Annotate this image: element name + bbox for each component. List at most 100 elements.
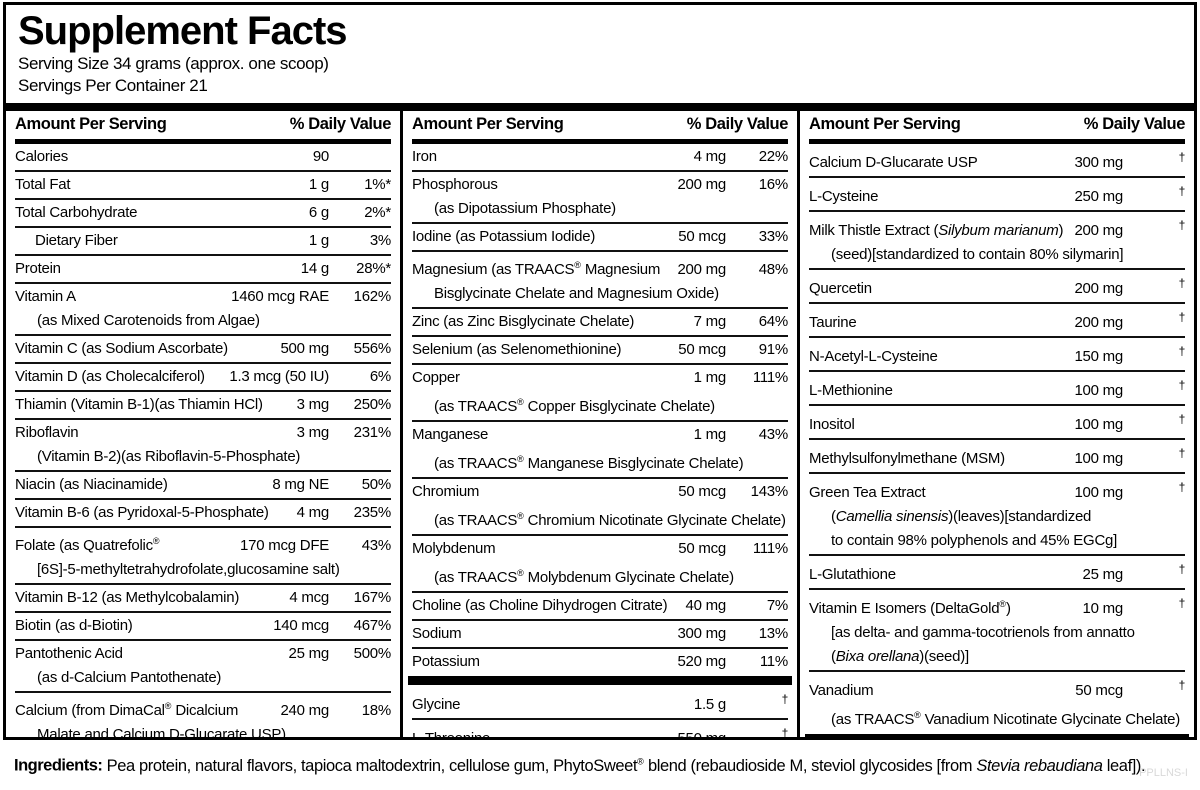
nutrient-name: Glycine xyxy=(412,696,461,713)
nutrient-row: Manganese 1 mg 43% xyxy=(412,423,788,447)
nutrient-amount: 6 g xyxy=(308,204,329,221)
facts-panel: Supplement Facts Serving Size 34 grams (… xyxy=(3,2,1197,740)
table-row: L-Threonine550 mg † xyxy=(412,718,788,737)
nutrient-daily-value: † xyxy=(1139,441,1186,471)
nutrient-row: Total Carbohydrate 6 g 2%* xyxy=(15,201,391,225)
nutrient-row: L-Cysteine 250 mg † xyxy=(809,179,1185,209)
table-row: Vitamin D (as Cholecalciferol) 1.3 mcg (5… xyxy=(15,362,391,390)
nutrient-amount: 100 mg xyxy=(1074,484,1123,501)
table-row: Magnesium (as TRAACS® Magnesium 200 mg 48%… xyxy=(412,250,788,307)
nutrient-daily-value: 43% xyxy=(758,426,789,443)
nutrient-amount: 90 xyxy=(312,148,329,165)
nutrient-amount: 25 mg xyxy=(288,645,330,662)
nutrient-row: Calcium D-Glucarate USP 300 mg † xyxy=(809,145,1185,175)
serving-size-text: Serving Size 34 grams (approx. one scoop… xyxy=(18,54,329,73)
dagger-mark: † xyxy=(1178,412,1186,426)
nutrient-name: L-Glutathione xyxy=(809,566,896,583)
daily-value-header: % Daily Value xyxy=(289,115,392,133)
nutrient-name: Green Tea Extract xyxy=(809,484,926,501)
nutrient-name: Vanadium xyxy=(809,682,874,699)
registered-mark: ® xyxy=(517,397,524,407)
nutrient-subline: (Vitamin B-2)(as Riboflavin-5-Phosphate) xyxy=(37,448,301,465)
nutrient-amount: 240 mg xyxy=(280,702,329,719)
nutrient-row: Milk Thistle Extract (Silybum marianum) 2… xyxy=(809,213,1185,243)
nutrient-daily-value: 64% xyxy=(758,313,789,330)
nutrient-row: Protein 14 g 28%* xyxy=(15,257,391,281)
nutrient-row: Iodine (as Potassium Iodide) 50 mcg 33% xyxy=(412,225,788,249)
nutrient-amount: 40 mg xyxy=(685,597,727,614)
table-row: Calories 90 xyxy=(15,144,391,170)
nutrient-name: L-Methionine xyxy=(809,382,893,399)
nutrient-row: Phosphorous 200 mg 16% xyxy=(412,173,788,197)
nutrient-name: Selenium (as Selenomethionine) xyxy=(412,341,622,358)
nutrient-amount: 550 mg xyxy=(490,727,742,737)
nutrient-amount: 14 g xyxy=(300,260,329,277)
table-row: Vanadium 50 mcg † (as TRAACS® Vanadium Nico… xyxy=(809,670,1185,733)
nutrient-daily-value: † xyxy=(1139,475,1186,505)
nutrient-name: Manganese xyxy=(412,426,489,443)
dagger-mark: † xyxy=(1178,344,1186,358)
dagger-mark: † xyxy=(781,692,789,706)
nutrient-row: Vanadium 50 mcg † xyxy=(809,673,1185,703)
table-row: Glycine 1.5 g † xyxy=(412,686,788,718)
nutrient-daily-value: 11% xyxy=(759,653,788,670)
nutrient-daily-value: 250% xyxy=(353,396,392,413)
table-row: Thiamin (Vitamin B-1)(as Thiamin HCl) 3 m… xyxy=(15,390,391,418)
nutrient-name: Methylsulfonylmethane (MSM) xyxy=(809,450,1005,467)
nutrient-row: Dietary Fiber 1 g 3% xyxy=(15,229,391,253)
nutrient-row: Methylsulfonylmethane (MSM) 100 mg † xyxy=(809,441,1185,471)
table-row: Iron 4 mg 22% xyxy=(412,144,788,170)
table-row: Vitamin B-6 (as Pyridoxal-5-Phosphate) 4 … xyxy=(15,498,391,526)
nutrient-amount: 4 mcg xyxy=(289,589,329,606)
nutrient-daily-value: † xyxy=(1139,145,1186,175)
table-row: Dietary Fiber 1 g 3% xyxy=(15,226,391,254)
nutrient-name: Biotin (as d-Biotin) xyxy=(15,617,133,634)
nutrient-amount: 520 mg xyxy=(677,653,726,670)
nutrient-daily-value: † xyxy=(1139,339,1186,369)
table-row: Potassium 520 mg 11% xyxy=(412,647,788,675)
table-row: Sodium 300 mg 13% xyxy=(412,619,788,647)
nutrient-row: Selenium (as Selenomethionine) 50 mcg 91% xyxy=(412,338,788,362)
nutrient-amount: 50 mcg xyxy=(678,483,726,500)
nutrient-subline: (as TRAACS® Vanadium Nicotinate Glycinat… xyxy=(831,710,1180,728)
nutrient-subline: (Camellia sinensis)(leaves)[standardized xyxy=(831,508,1092,525)
table-row: Calcium D-Glucarate USP 300 mg † xyxy=(809,144,1185,176)
section-divider-bar xyxy=(408,676,792,685)
nutrient-row: L-Threonine550 mg † xyxy=(412,721,788,737)
column-header: Amount Per Serving % Daily Value xyxy=(15,111,391,144)
nutrient-daily-value: 18% xyxy=(361,702,392,719)
nutrient-row: Choline (as Choline Dihydrogen Citrate) 4… xyxy=(412,594,788,618)
registered-mark: ® xyxy=(517,454,524,464)
nutrient-subline: Bisglycinate Chelate and Magnesium Oxide… xyxy=(434,285,719,302)
table-row: Iodine (as Potassium Iodide) 50 mcg 33% xyxy=(412,222,788,250)
nutrient-name: Calories xyxy=(15,148,69,165)
table-row: Biotin (as d-Biotin) 140 mcg 467% xyxy=(15,611,391,639)
nutrient-subline: (Bixa orellana)(seed)] xyxy=(831,648,969,665)
nutrient-name: Quercetin xyxy=(809,280,872,297)
nutrient-daily-value: 13% xyxy=(758,625,789,642)
table-row: Calcium (from DimaCal® Dicalcium 240 mg 18… xyxy=(15,691,391,737)
nutrient-name: Phosphorous xyxy=(412,176,498,193)
nutrient-name: Copper xyxy=(412,369,460,386)
nutrient-name: Milk Thistle Extract (Silybum marianum) xyxy=(809,222,1064,239)
table-row: Riboflavin 3 mg 231% (Vitamin B-2)(as Ribof… xyxy=(15,418,391,470)
nutrient-daily-value: 467% xyxy=(353,617,392,634)
table-row: Vitamin B-12 (as Methylcobalamin) 4 mcg 16… xyxy=(15,583,391,611)
nutrient-amount: 200 mg xyxy=(1074,280,1123,297)
nutrient-daily-value: † xyxy=(742,687,789,717)
table-row: Vitamin A 1460 mcg RAE 162% (as Mixed Carot… xyxy=(15,282,391,334)
nutrient-amount: 300 mg xyxy=(677,625,726,642)
nutrient-row: Folate (as Quatrefolic® 170 mcg DFE 43% xyxy=(15,529,391,558)
nutrient-daily-value: † xyxy=(1139,407,1186,437)
dagger-mark: † xyxy=(1178,184,1186,198)
nutrient-row: Taurine 200 mg † xyxy=(809,305,1185,335)
nutrient-subline: (as Mixed Carotenoids from Algae) xyxy=(37,312,260,329)
nutrient-name: Calcium D-Glucarate USP xyxy=(809,154,978,171)
table-row: Green Tea Extract 100 mg † (Camellia sinens… xyxy=(809,472,1185,554)
nutrient-name: Molybdenum xyxy=(412,540,496,557)
nutrient-subline: (as TRAACS® Chromium Nicotinate Glycinat… xyxy=(434,511,786,529)
facts-column-1: Amount Per Serving % Daily Value Calories 9… xyxy=(6,111,400,737)
registered-mark: ® xyxy=(637,756,644,766)
nutrient-row: Calcium (from DimaCal® Dicalcium 240 mg 18… xyxy=(15,694,391,723)
